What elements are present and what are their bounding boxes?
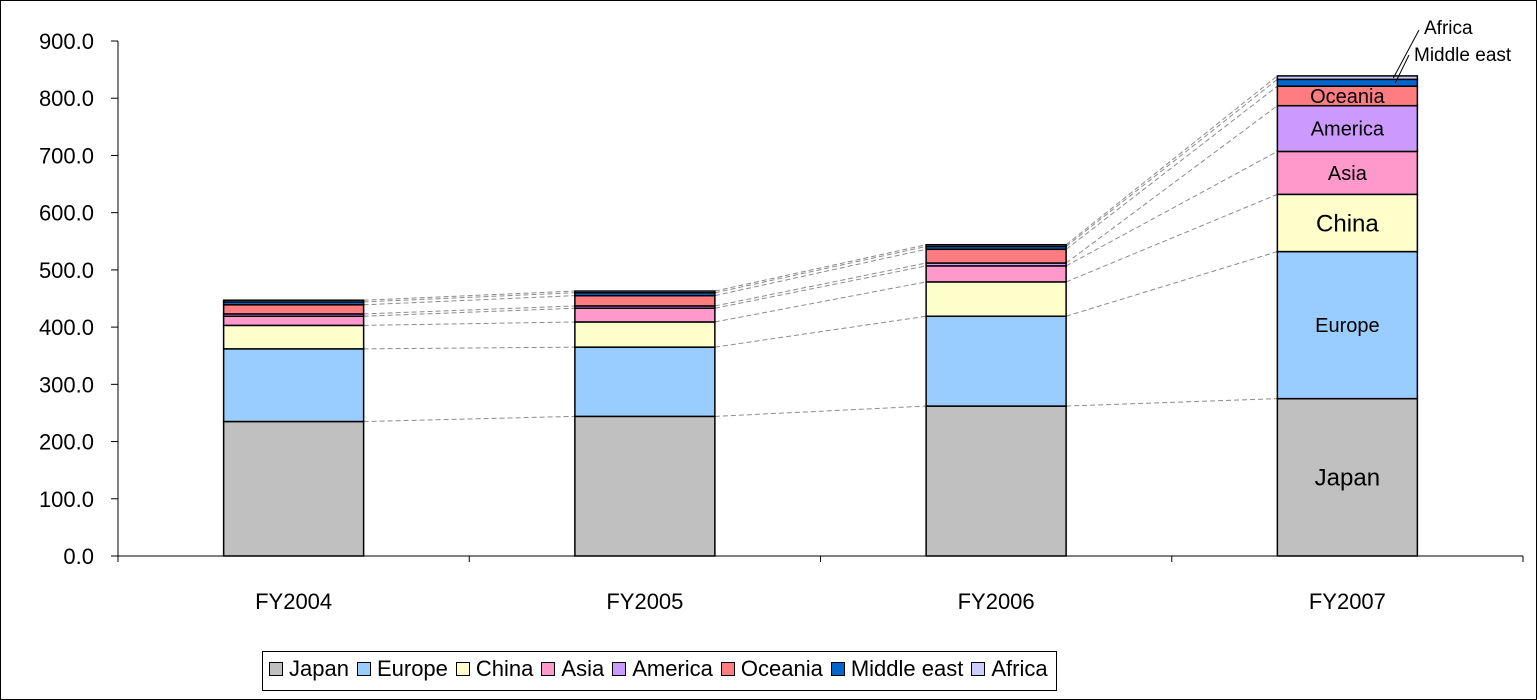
- bar-segment-asia: [925, 265, 1067, 283]
- bar-segment-japan: [574, 415, 716, 557]
- bar-segment-china: [574, 321, 716, 348]
- x-tick-label: FY2006: [958, 589, 1035, 614]
- bar-segment-oceania: [222, 304, 365, 315]
- connector-line: [714, 245, 927, 294]
- legend-item-japan: Japan: [269, 656, 349, 682]
- connector-line: [363, 321, 575, 326]
- legend-item-oceania: Oceania: [720, 656, 823, 682]
- connector-line: [363, 290, 575, 301]
- connector-line: [714, 265, 927, 309]
- bar-segment-africa: [222, 299, 365, 303]
- legend-swatch: [541, 662, 556, 676]
- legend-item-middle-east: Middle east: [830, 656, 964, 682]
- legend-label: Africa: [991, 656, 1048, 681]
- africa-callout-label: Africa: [1424, 18, 1473, 39]
- connector-line: [1065, 85, 1278, 250]
- africa-callout-line: [1392, 29, 1420, 79]
- legend-label: Japan: [289, 656, 349, 681]
- legend-item-europe: Europe: [356, 656, 448, 682]
- x-tick-label: FY2007: [1309, 589, 1386, 614]
- connector-line: [1066, 398, 1278, 407]
- legend-item-china: China: [455, 656, 534, 682]
- connector-line: [363, 307, 575, 317]
- bar-label-china: China: [1316, 210, 1379, 237]
- legend-label: Europe: [376, 656, 448, 681]
- legend-label: Oceania: [740, 656, 823, 681]
- legend-swatch: [971, 662, 986, 676]
- connector-line: [1065, 251, 1278, 317]
- bar-segment-china: [925, 281, 1067, 317]
- connector-line: [1065, 75, 1278, 246]
- y-tick-label: 700.0: [39, 143, 94, 168]
- bar-segment-japan: [222, 420, 365, 557]
- legend-label: Asia: [561, 656, 605, 681]
- legend: Japan Europe China Asia America Oceania Middle…: [262, 651, 1057, 691]
- bar-segment-europe: [222, 348, 365, 423]
- y-tick-label: 100.0: [39, 487, 94, 512]
- bar-segment-asia: [222, 315, 365, 327]
- legend-item-africa: Africa: [971, 656, 1048, 682]
- connector-line: [363, 292, 575, 303]
- y-tick-label: 0.0: [63, 544, 94, 569]
- connector-line: [714, 405, 927, 417]
- bar-segment-america: [1276, 104, 1419, 153]
- y-tick-label: 600.0: [39, 201, 94, 226]
- bar-segment-japan: [1276, 397, 1419, 557]
- connector-line: [714, 281, 927, 323]
- bar-label-asia: Asia: [1328, 163, 1368, 185]
- connector-line: [1065, 193, 1278, 283]
- bar-segment-asia: [574, 307, 716, 323]
- legend-swatch: [830, 662, 845, 676]
- bar-label-japan: Japan: [1315, 465, 1380, 492]
- y-tick-label: 900.0: [39, 29, 94, 54]
- bar-segment-europe: [574, 346, 716, 418]
- bar-segment-europe: [1276, 250, 1419, 400]
- connector-line: [363, 346, 575, 350]
- bar-label-america: America: [1311, 119, 1385, 141]
- bar-segment-africa: [574, 290, 716, 294]
- y-tick-label: 300.0: [39, 372, 94, 397]
- bar-segment-japan: [925, 405, 1067, 557]
- connector-line: [714, 262, 927, 307]
- x-tick-label: FY2005: [606, 589, 683, 614]
- connector-line: [714, 244, 927, 292]
- x-tick-label: FY2004: [255, 589, 332, 614]
- connector-line: [1065, 78, 1278, 247]
- bar-label-oceania: Oceania: [1310, 86, 1385, 108]
- bar-segment-china: [222, 324, 365, 350]
- bar-segment-africa: [925, 243, 1067, 248]
- legend-swatch: [455, 662, 470, 676]
- connector-line: [1065, 150, 1278, 267]
- legend-item-asia: Asia: [541, 656, 604, 682]
- bar-segment-oceania: [574, 294, 716, 307]
- y-tick-label: 800.0: [39, 86, 94, 111]
- middle-east-callout-label: Middle east: [1414, 45, 1512, 66]
- middle-east-callout-line: [1394, 54, 1410, 83]
- connector-line: [714, 248, 927, 297]
- y-tick-label: 500.0: [39, 258, 94, 283]
- connector-line: [363, 415, 575, 423]
- bar-label-europe: Europe: [1315, 315, 1380, 337]
- legend-swatch: [269, 662, 283, 676]
- connector-line: [363, 295, 575, 306]
- stacked-bar-chart: 0.0 100.0 200.0 300.0 400.0 500.0 600.0 700.0 80…: [39, 18, 1524, 614]
- legend-label: Middle east: [850, 656, 964, 681]
- bar-segment-china: [1276, 193, 1419, 253]
- legend-swatch: [612, 662, 627, 676]
- legend-swatch: [720, 662, 735, 676]
- bar-segment-oceania: [925, 248, 1067, 264]
- bar-segment-africa: [1276, 75, 1419, 81]
- legend-label: America: [632, 656, 713, 681]
- connector-line: [714, 315, 927, 348]
- connector-line: [363, 305, 575, 315]
- y-tick-label: 400.0: [39, 315, 94, 340]
- y-tick-label: 200.0: [39, 430, 94, 455]
- bar-segment-asia: [1276, 150, 1419, 196]
- legend-label: China: [475, 656, 534, 681]
- legend-item-america: America: [612, 656, 713, 682]
- connector-line: [1065, 105, 1278, 264]
- bar-segment-europe: [925, 315, 1067, 407]
- legend-swatch: [356, 662, 371, 676]
